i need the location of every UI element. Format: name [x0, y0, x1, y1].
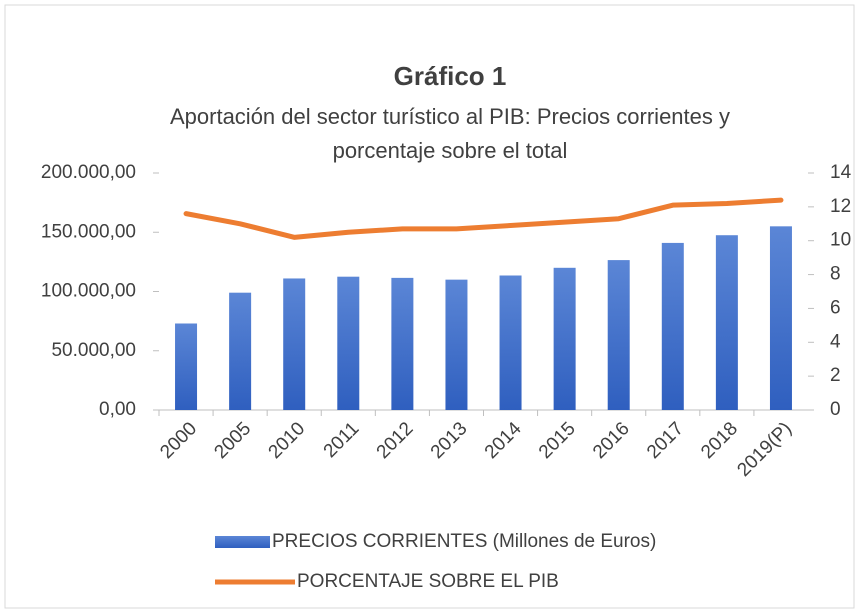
- bar: [661, 242, 684, 410]
- line: [183, 197, 784, 240]
- y-tick-label: 0,00: [99, 399, 136, 420]
- bar: [337, 276, 360, 410]
- chart-title: Gráfico 1: [394, 61, 507, 91]
- bar: [553, 267, 576, 410]
- y2-tick-label: 10: [830, 230, 851, 251]
- bar: [445, 279, 468, 410]
- legend-label: PORCENTAJE SOBRE EL PIB: [297, 571, 559, 592]
- y-tick-label: 200.000,00: [41, 162, 136, 183]
- bar: [715, 235, 738, 410]
- y-tick-label: 150.000,00: [41, 221, 136, 242]
- bar: [283, 278, 306, 410]
- chart-subtitle: porcentaje sobre el total: [333, 138, 568, 163]
- legend-label: PRECIOS CORRIENTES (Millones de Euros): [272, 531, 656, 552]
- y-tick-label: 50.000,00: [51, 340, 136, 361]
- bar: [391, 277, 414, 410]
- y2-tick-label: 0: [830, 399, 841, 420]
- chart-border: [4, 4, 855, 609]
- bar: [769, 226, 792, 410]
- y2-tick-label: 6: [830, 297, 841, 318]
- bar: [229, 292, 252, 410]
- chart-subtitle: Aportación del sector turístico al PIB: …: [170, 104, 730, 129]
- y2-tick-label: 8: [830, 264, 841, 285]
- y2-tick-label: 4: [830, 331, 841, 352]
- legend-swatch: [215, 536, 270, 548]
- bar: [175, 323, 198, 410]
- bar: [499, 275, 522, 410]
- y2-tick-label: 14: [830, 162, 852, 183]
- y-tick-label: 100.000,00: [41, 281, 136, 302]
- bar: [607, 260, 630, 410]
- y2-tick-label: 2: [830, 365, 841, 386]
- y2-tick-label: 12: [830, 196, 851, 217]
